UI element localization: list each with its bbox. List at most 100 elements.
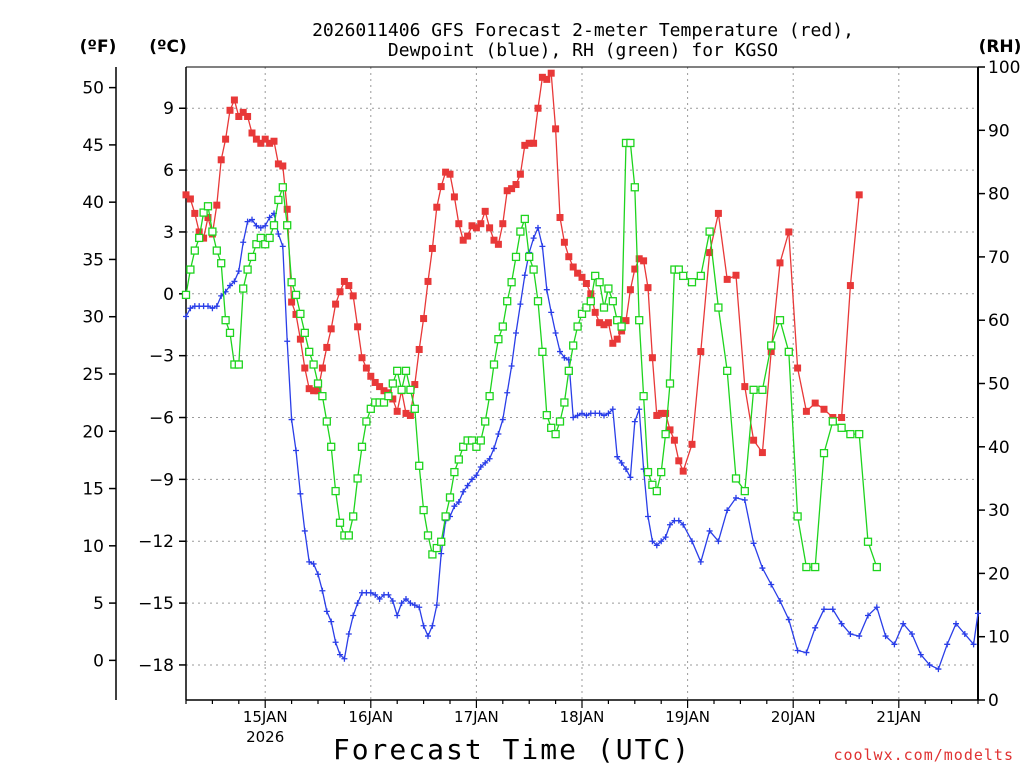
rh-point: [723, 366, 732, 375]
temperature-point: [706, 249, 714, 257]
dewpoint-point: [513, 329, 519, 336]
dewpoint-point: [354, 600, 361, 607]
rh-point: [674, 265, 683, 274]
rh-point: [489, 360, 499, 369]
rh-point: [516, 227, 525, 236]
rh-point: [384, 392, 393, 401]
dewpoint-point: [284, 338, 291, 345]
temperature-point: [393, 407, 401, 415]
fahrenheit-tick-label: 45: [82, 136, 104, 156]
fahrenheit-tick-label: 25: [82, 365, 104, 385]
rh-point: [225, 328, 235, 338]
temperature-point: [670, 436, 678, 444]
dewpoint-point: [411, 602, 418, 609]
rh-point: [388, 379, 397, 388]
rh-point: [234, 360, 243, 369]
temperature-point: [349, 292, 357, 300]
temperature-point: [609, 339, 617, 347]
temperature-point: [376, 383, 384, 391]
dewpoint-point: [469, 476, 475, 483]
temperature-point: [239, 108, 247, 116]
rh-point: [643, 467, 653, 477]
dewpoint-point: [297, 490, 304, 497]
temperature-point: [274, 160, 282, 168]
rh-point: [872, 562, 881, 572]
dewpoint-point: [227, 282, 233, 289]
temperature-point: [283, 205, 291, 213]
dewpoint-point: [253, 222, 260, 229]
dewpoint-point: [680, 521, 687, 528]
dewpoint-point: [451, 503, 458, 510]
fahrenheit-tick-label: 50: [82, 79, 104, 99]
dewpoint-point: [530, 235, 537, 242]
celsius-tick-label: 6: [163, 161, 174, 181]
temperature-point: [226, 106, 234, 114]
rh-point: [520, 214, 529, 224]
dewpoint-point: [812, 624, 819, 631]
rh-point: [749, 385, 758, 394]
temperature-point: [402, 409, 410, 417]
rh-point: [256, 233, 265, 243]
dewpoint-point: [552, 329, 559, 336]
temperature-point: [604, 319, 612, 327]
dewpoint-point: [653, 542, 660, 549]
temperature-point: [389, 395, 397, 403]
temperature-point: [415, 345, 423, 353]
dewpoint-point: [961, 631, 968, 638]
rh-point: [560, 398, 569, 407]
unit-label-celsius: (ºC): [149, 37, 187, 57]
temperature-point: [600, 321, 608, 329]
grid-lines: [186, 67, 978, 700]
rh-tick-label: 40: [988, 438, 1010, 458]
dewpoint-point: [715, 538, 722, 545]
rh-point: [441, 512, 450, 521]
dewpoint-point: [477, 464, 484, 471]
fahrenheit-tick-label: 15: [82, 480, 104, 500]
series-layer: [181, 69, 981, 673]
dewpoint-point: [759, 565, 766, 572]
rh-point: [406, 385, 415, 394]
rh-point: [679, 271, 688, 281]
x-tick-label: 17JAN: [454, 708, 499, 726]
dewpoint-point: [275, 231, 282, 238]
rh-point: [265, 233, 274, 243]
temperature-point: [846, 282, 854, 290]
temperature-point: [222, 135, 230, 143]
rh-point: [349, 512, 358, 521]
rh-point: [599, 303, 609, 312]
temperature-point: [657, 409, 665, 417]
dewpoint-point: [697, 558, 704, 565]
temperature-point: [569, 263, 577, 271]
dewpoint-point: [623, 466, 629, 473]
dewpoint-point: [557, 348, 563, 355]
dewpoint-point: [433, 602, 440, 609]
dewpoint-point: [464, 482, 471, 489]
temperature-point: [666, 426, 674, 434]
temperature-point: [455, 220, 463, 228]
dewpoint-point: [583, 412, 590, 419]
x-tick-label: 16JAN: [348, 708, 393, 726]
dewpoint-point: [385, 591, 392, 598]
dewpoint-point: [574, 412, 581, 419]
rh-point: [503, 297, 512, 306]
rh-point: [397, 385, 406, 394]
celsius-tick-label: −15: [138, 594, 174, 614]
temperature-point: [582, 279, 590, 287]
temperature-point: [534, 104, 542, 112]
temperature-point: [631, 265, 639, 273]
dewpoint-point: [570, 414, 577, 421]
x-tick-label: 20JAN: [771, 708, 816, 726]
rh-point: [199, 208, 208, 217]
rh-point: [613, 316, 622, 325]
rh-point: [208, 227, 217, 236]
temperature-point: [648, 354, 656, 362]
temperature-point: [354, 323, 362, 331]
temperature-point: [741, 383, 749, 391]
dewpoint-point: [372, 591, 379, 598]
rh-point: [247, 252, 257, 262]
temperature-point: [446, 170, 454, 178]
dewpoint-point: [429, 622, 436, 629]
temperature-point: [345, 282, 353, 290]
celsius-tick-label: 0: [163, 285, 174, 305]
temperature-point: [767, 348, 775, 356]
